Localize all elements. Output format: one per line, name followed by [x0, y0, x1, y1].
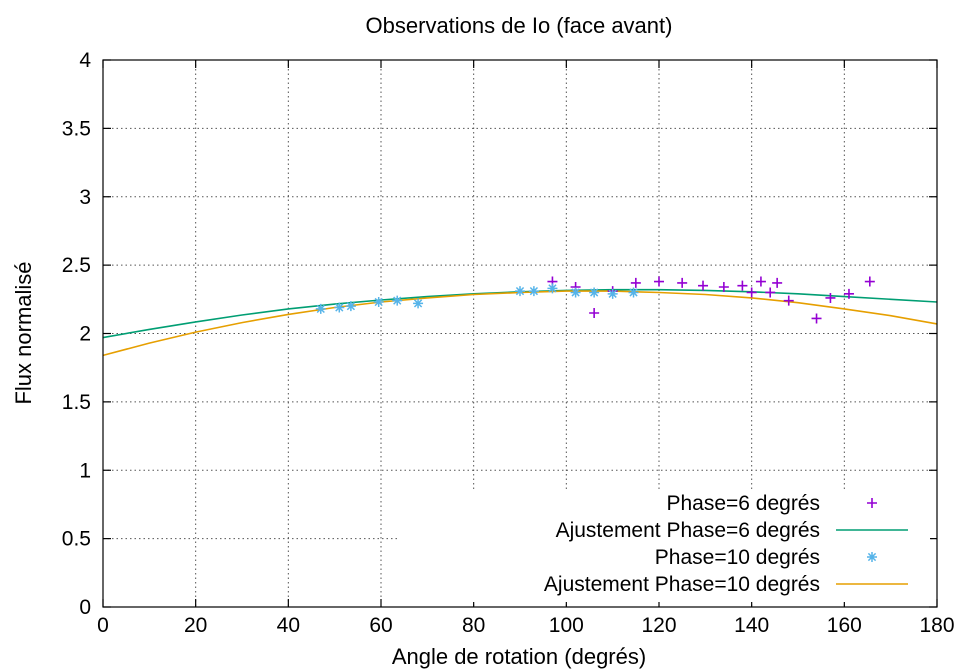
legend: Phase=6 degrés Ajustement Phase=6 degrés P… — [400, 490, 930, 602]
data-point-star — [515, 286, 525, 297]
data-point-star — [413, 298, 424, 309]
data-point-plus — [811, 313, 822, 324]
x-tick-label: 100 — [549, 614, 584, 637]
x-tick-label: 60 — [369, 614, 392, 637]
data-point-plus — [772, 277, 783, 288]
x-axis-label: Angle de rotation (degrés) — [392, 644, 646, 669]
data-point-plus — [843, 288, 854, 299]
data-point-plus — [755, 276, 766, 287]
data-point-plus — [654, 276, 664, 287]
data-point-plus — [825, 292, 836, 303]
x-tick-label: 180 — [919, 614, 954, 637]
data-point-plus — [589, 307, 600, 318]
data-point-star — [334, 302, 345, 313]
data-point-star — [528, 286, 539, 297]
y-tick-label: 3 — [79, 186, 91, 209]
data-point-plus — [765, 287, 776, 298]
y-tick-label: 2 — [79, 323, 91, 346]
legend-label: Ajustement Phase=6 degrés — [556, 519, 820, 542]
data-point-plus — [864, 276, 875, 287]
data-point-plus — [630, 277, 641, 288]
axis-ticks — [102, 59, 938, 608]
data-point-plus — [737, 280, 748, 291]
legend-label: Ajustement Phase=10 degrés — [544, 573, 820, 596]
data-point-star — [589, 287, 600, 298]
y-tick-label: 3.5 — [62, 117, 91, 140]
y-tick-label: 4 — [79, 49, 91, 72]
data-point-plus — [698, 280, 709, 291]
data-point-star — [570, 287, 581, 298]
data-point-star — [628, 287, 639, 298]
x-tick-label: 120 — [641, 614, 676, 637]
data-point-star — [373, 297, 384, 308]
legend-label: Phase=10 degrés — [655, 546, 820, 569]
y-tick-label: 1 — [79, 459, 91, 482]
x-tick-label: 0 — [97, 614, 109, 637]
legend-swatch-plus — [867, 498, 877, 508]
x-tick-labels: 0 20 40 60 80 100 120 140 160 180 — [97, 614, 954, 637]
x-tick-label: 140 — [734, 614, 769, 637]
y-tick-label: 0.5 — [62, 528, 91, 551]
y-tick-label: 2.5 — [62, 254, 91, 277]
data-point-star — [607, 288, 618, 299]
y-tick-labels: 0 0.5 1 1.5 2 2.5 3 3.5 4 — [62, 49, 92, 619]
data-point-plus — [783, 295, 794, 306]
data-points — [315, 276, 875, 324]
y-axis-label: Flux normalisé — [11, 261, 36, 404]
data-point-plus — [718, 282, 729, 293]
data-point-star — [547, 283, 558, 294]
x-tick-label: 160 — [827, 614, 862, 637]
data-point-plus — [677, 277, 688, 288]
x-tick-label: 80 — [462, 614, 485, 637]
legend-swatch-star — [867, 552, 877, 562]
data-point-plus — [746, 287, 757, 298]
x-tick-label: 20 — [184, 614, 207, 637]
y-tick-label: 1.5 — [62, 391, 91, 414]
y-tick-label: 0 — [79, 596, 91, 619]
data-point-star — [345, 301, 356, 312]
legend-label: Phase=6 degrés — [666, 492, 820, 515]
chart-title: Observations de Io (face avant) — [366, 13, 673, 38]
data-point-star — [315, 303, 326, 314]
x-tick-label: 40 — [277, 614, 300, 637]
data-point-star — [392, 295, 403, 306]
